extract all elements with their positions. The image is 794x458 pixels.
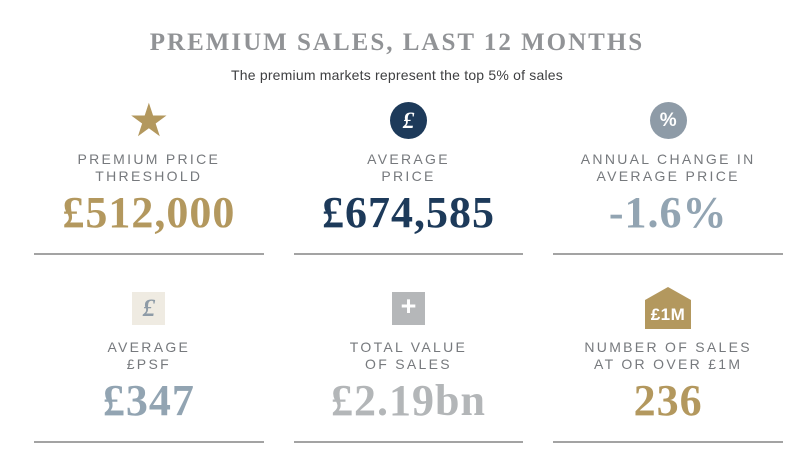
pound-glyph: £ xyxy=(402,107,415,133)
stat-value: £674,585 xyxy=(321,188,495,237)
stat-label: ANNUAL CHANGE IN AVERAGE PRICE xyxy=(553,151,783,185)
million-label: £1M xyxy=(651,305,686,324)
stat-icon-box: £1M xyxy=(553,285,783,331)
stat-label: AVERAGE PRICE xyxy=(294,151,524,185)
plus-glyph: + xyxy=(400,291,417,321)
stat-card-annual-change: % ANNUAL CHANGE IN AVERAGE PRICE -1.6% xyxy=(553,97,783,255)
stat-label-line1: ANNUAL CHANGE IN xyxy=(580,151,756,167)
stat-value: £347 xyxy=(102,376,195,425)
header: PREMIUM SALES, LAST 12 MONTHS The premiu… xyxy=(0,28,794,83)
stat-label-line1: NUMBER OF SALES xyxy=(584,339,752,355)
stat-label-line2: AVERAGE PRICE xyxy=(596,168,740,184)
pound-circle-icon: £ xyxy=(389,101,427,139)
stat-value: -1.6% xyxy=(608,188,728,237)
stat-value: 236 xyxy=(633,376,703,425)
stat-label: TOTAL VALUE OF SALES xyxy=(294,339,524,373)
stat-icon-box: £ xyxy=(294,97,524,143)
page-subtitle: The premium markets represent the top 5%… xyxy=(231,67,563,83)
stat-card-average-psf: £ AVERAGE £PSF £347 xyxy=(34,285,264,443)
plus-square-icon: + xyxy=(391,291,425,325)
stat-label-line1: PREMIUM PRICE xyxy=(77,151,221,167)
stat-value: £512,000 xyxy=(62,188,236,237)
page-title: PREMIUM SALES, LAST 12 MONTHS xyxy=(149,29,645,56)
stat-icon-box: % xyxy=(553,97,783,143)
stat-card-total-value: + TOTAL VALUE OF SALES £2.19bn xyxy=(293,285,524,443)
million-house-icon: £1M xyxy=(645,287,692,329)
star-icon: ★ xyxy=(128,93,170,147)
stat-label-line2: PRICE xyxy=(381,168,436,184)
stat-icon-box: £ xyxy=(34,285,264,331)
stat-label-line2: AT OR OVER £1M xyxy=(593,356,743,372)
stat-label-line2: THRESHOLD xyxy=(95,168,203,184)
house-shape xyxy=(645,287,692,329)
stat-card-sales-over-1m: £1M NUMBER OF SALES AT OR OVER £1M 236 xyxy=(553,285,783,443)
pound-glyph: £ xyxy=(142,294,156,322)
stat-label: NUMBER OF SALES AT OR OVER £1M xyxy=(553,339,783,373)
stats-grid: ★ PREMIUM PRICE THRESHOLD £512,000 £ AVE… xyxy=(34,97,783,443)
stat-label-line2: OF SALES xyxy=(365,356,452,372)
stat-label-line1: AVERAGE xyxy=(107,339,191,355)
stat-label-line2: £PSF xyxy=(126,356,171,372)
stat-icon-box: ★ xyxy=(34,97,264,143)
stat-label-line1: AVERAGE xyxy=(367,151,450,167)
stat-card-premium-price-threshold: ★ PREMIUM PRICE THRESHOLD £512,000 xyxy=(34,97,264,255)
stat-value: £2.19bn xyxy=(331,376,486,425)
stat-label: AVERAGE £PSF xyxy=(34,339,264,373)
stat-card-average-price: £ AVERAGE PRICE £674,585 xyxy=(293,97,524,255)
stat-label-line1: TOTAL VALUE xyxy=(349,339,468,355)
percent-glyph: % xyxy=(659,109,677,131)
stat-icon-box: + xyxy=(294,285,524,331)
pound-square-icon: £ xyxy=(132,291,166,325)
percent-circle-icon: % xyxy=(649,101,687,139)
stat-label: PREMIUM PRICE THRESHOLD xyxy=(34,151,264,185)
